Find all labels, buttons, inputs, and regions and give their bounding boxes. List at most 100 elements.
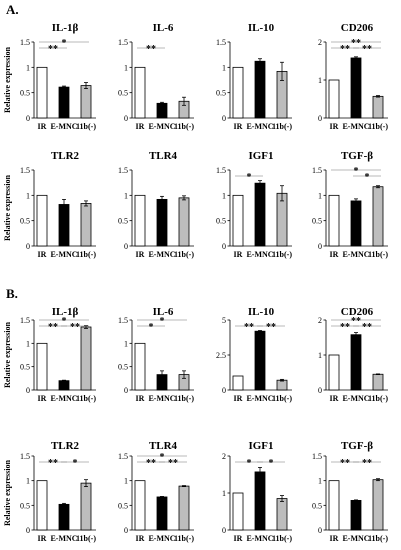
y-tick-label: 0.5	[118, 217, 128, 226]
y-tick-label: 0	[318, 526, 322, 535]
x-tick-label: IR	[234, 122, 243, 131]
y-tick-label: 1.5	[20, 452, 30, 461]
x-tick-label: E-MNC	[342, 250, 369, 259]
sig-label: *	[365, 172, 370, 183]
bar-1	[58, 503, 70, 531]
x-tick-label: E-MNC	[50, 534, 77, 543]
y-tick-label: 0.5	[216, 217, 226, 226]
x-tick-label: IR	[38, 394, 47, 403]
bar-0	[134, 66, 146, 119]
sig-label: **	[48, 458, 58, 469]
x-tick-label: E-MNC	[50, 394, 77, 403]
x-tick-label: IR	[136, 122, 145, 131]
bar-2	[372, 373, 384, 391]
chart-title: CD206	[341, 306, 374, 318]
sig-label: *	[160, 452, 165, 463]
chart-title: IL-1β	[52, 22, 79, 34]
chart-title: CD206	[341, 22, 374, 34]
bar-1	[350, 334, 362, 391]
y-tick-label: 1.5	[118, 166, 128, 175]
x-tick-label: IR	[330, 250, 339, 259]
bar-1	[156, 198, 168, 247]
x-tick-label: 11b(-)	[174, 534, 194, 543]
bar-0	[36, 194, 48, 247]
sig-label: **	[168, 458, 178, 469]
sig-label: **	[362, 322, 372, 333]
bar-1	[254, 60, 266, 119]
x-tick-label: E-MNC	[342, 394, 369, 403]
y-tick-label: 0	[124, 114, 128, 123]
x-tick-label: 11b(-)	[272, 122, 292, 131]
y-tick-label: 0	[222, 386, 226, 395]
sig-label: *	[354, 166, 359, 177]
x-tick-label: E-MNC	[148, 250, 175, 259]
x-tick-label: IR	[38, 122, 47, 131]
sig-label: **	[362, 458, 372, 469]
y-tick-label: 0.5	[216, 89, 226, 98]
sig-label: **	[48, 44, 58, 55]
chart-title: TLR4	[149, 150, 178, 162]
y-tick-label: 0	[318, 242, 322, 251]
bar-2	[178, 197, 190, 247]
x-tick-label: IR	[136, 394, 145, 403]
y-tick-label: 1.5	[20, 316, 30, 325]
x-tick-label: E-MNC	[246, 122, 273, 131]
y-tick-label: 1	[26, 191, 30, 200]
x-tick-label: IR	[136, 534, 145, 543]
bar-0	[328, 354, 340, 391]
chart-title: IL-1β	[52, 306, 79, 318]
bar-2	[80, 85, 92, 119]
y-tick-label: 0.5	[312, 501, 322, 510]
y-tick-label: 0	[222, 526, 226, 535]
x-tick-label: IR	[234, 250, 243, 259]
y-axis-label: Relative expression	[3, 175, 12, 241]
y-tick-label: 0	[222, 114, 226, 123]
x-tick-label: 11b(-)	[272, 534, 292, 543]
bar-2	[276, 498, 288, 531]
x-tick-label: 11b(-)	[368, 394, 388, 403]
bar-1	[254, 471, 266, 531]
bar-2	[372, 186, 384, 247]
y-tick-label: 5	[222, 316, 226, 325]
x-tick-label: IR	[38, 534, 47, 543]
y-tick-label: 1	[318, 76, 322, 85]
bar-1	[350, 57, 362, 119]
x-tick-label: 11b(-)	[272, 250, 292, 259]
y-tick-label: 1.5	[312, 166, 322, 175]
y-tick-label: 1.5	[20, 38, 30, 47]
y-tick-label: 1	[318, 477, 322, 486]
bar-1	[350, 499, 362, 531]
x-tick-label: 11b(-)	[174, 250, 194, 259]
y-tick-label: 2	[318, 316, 322, 325]
y-tick-label: 0.5	[20, 89, 30, 98]
y-tick-label: 1.5	[216, 166, 226, 175]
sig-label: *	[269, 458, 274, 469]
y-tick-label: 1.5	[118, 452, 128, 461]
y-tick-label: 2	[222, 452, 226, 461]
bar-0	[36, 342, 48, 391]
x-tick-label: IR	[136, 250, 145, 259]
chart-title: IGF1	[248, 440, 273, 452]
x-tick-label: IR	[38, 250, 47, 259]
bar-0	[328, 79, 340, 119]
y-tick-label: 1.5	[20, 166, 30, 175]
y-tick-label: 2.5	[216, 351, 226, 360]
y-tick-label: 1	[318, 191, 322, 200]
bar-0	[134, 194, 146, 247]
x-tick-label: IR	[330, 122, 339, 131]
x-tick-label: E-MNC	[246, 250, 273, 259]
sig-label: **	[340, 322, 350, 333]
x-tick-label: 11b(-)	[76, 122, 96, 131]
y-tick-label: 1	[26, 339, 30, 348]
x-tick-label: E-MNC	[246, 394, 273, 403]
bar-2	[80, 203, 92, 247]
bar-0	[328, 480, 340, 531]
y-tick-label: 0	[318, 386, 322, 395]
sig-label: **	[340, 458, 350, 469]
x-tick-label: 11b(-)	[76, 250, 96, 259]
